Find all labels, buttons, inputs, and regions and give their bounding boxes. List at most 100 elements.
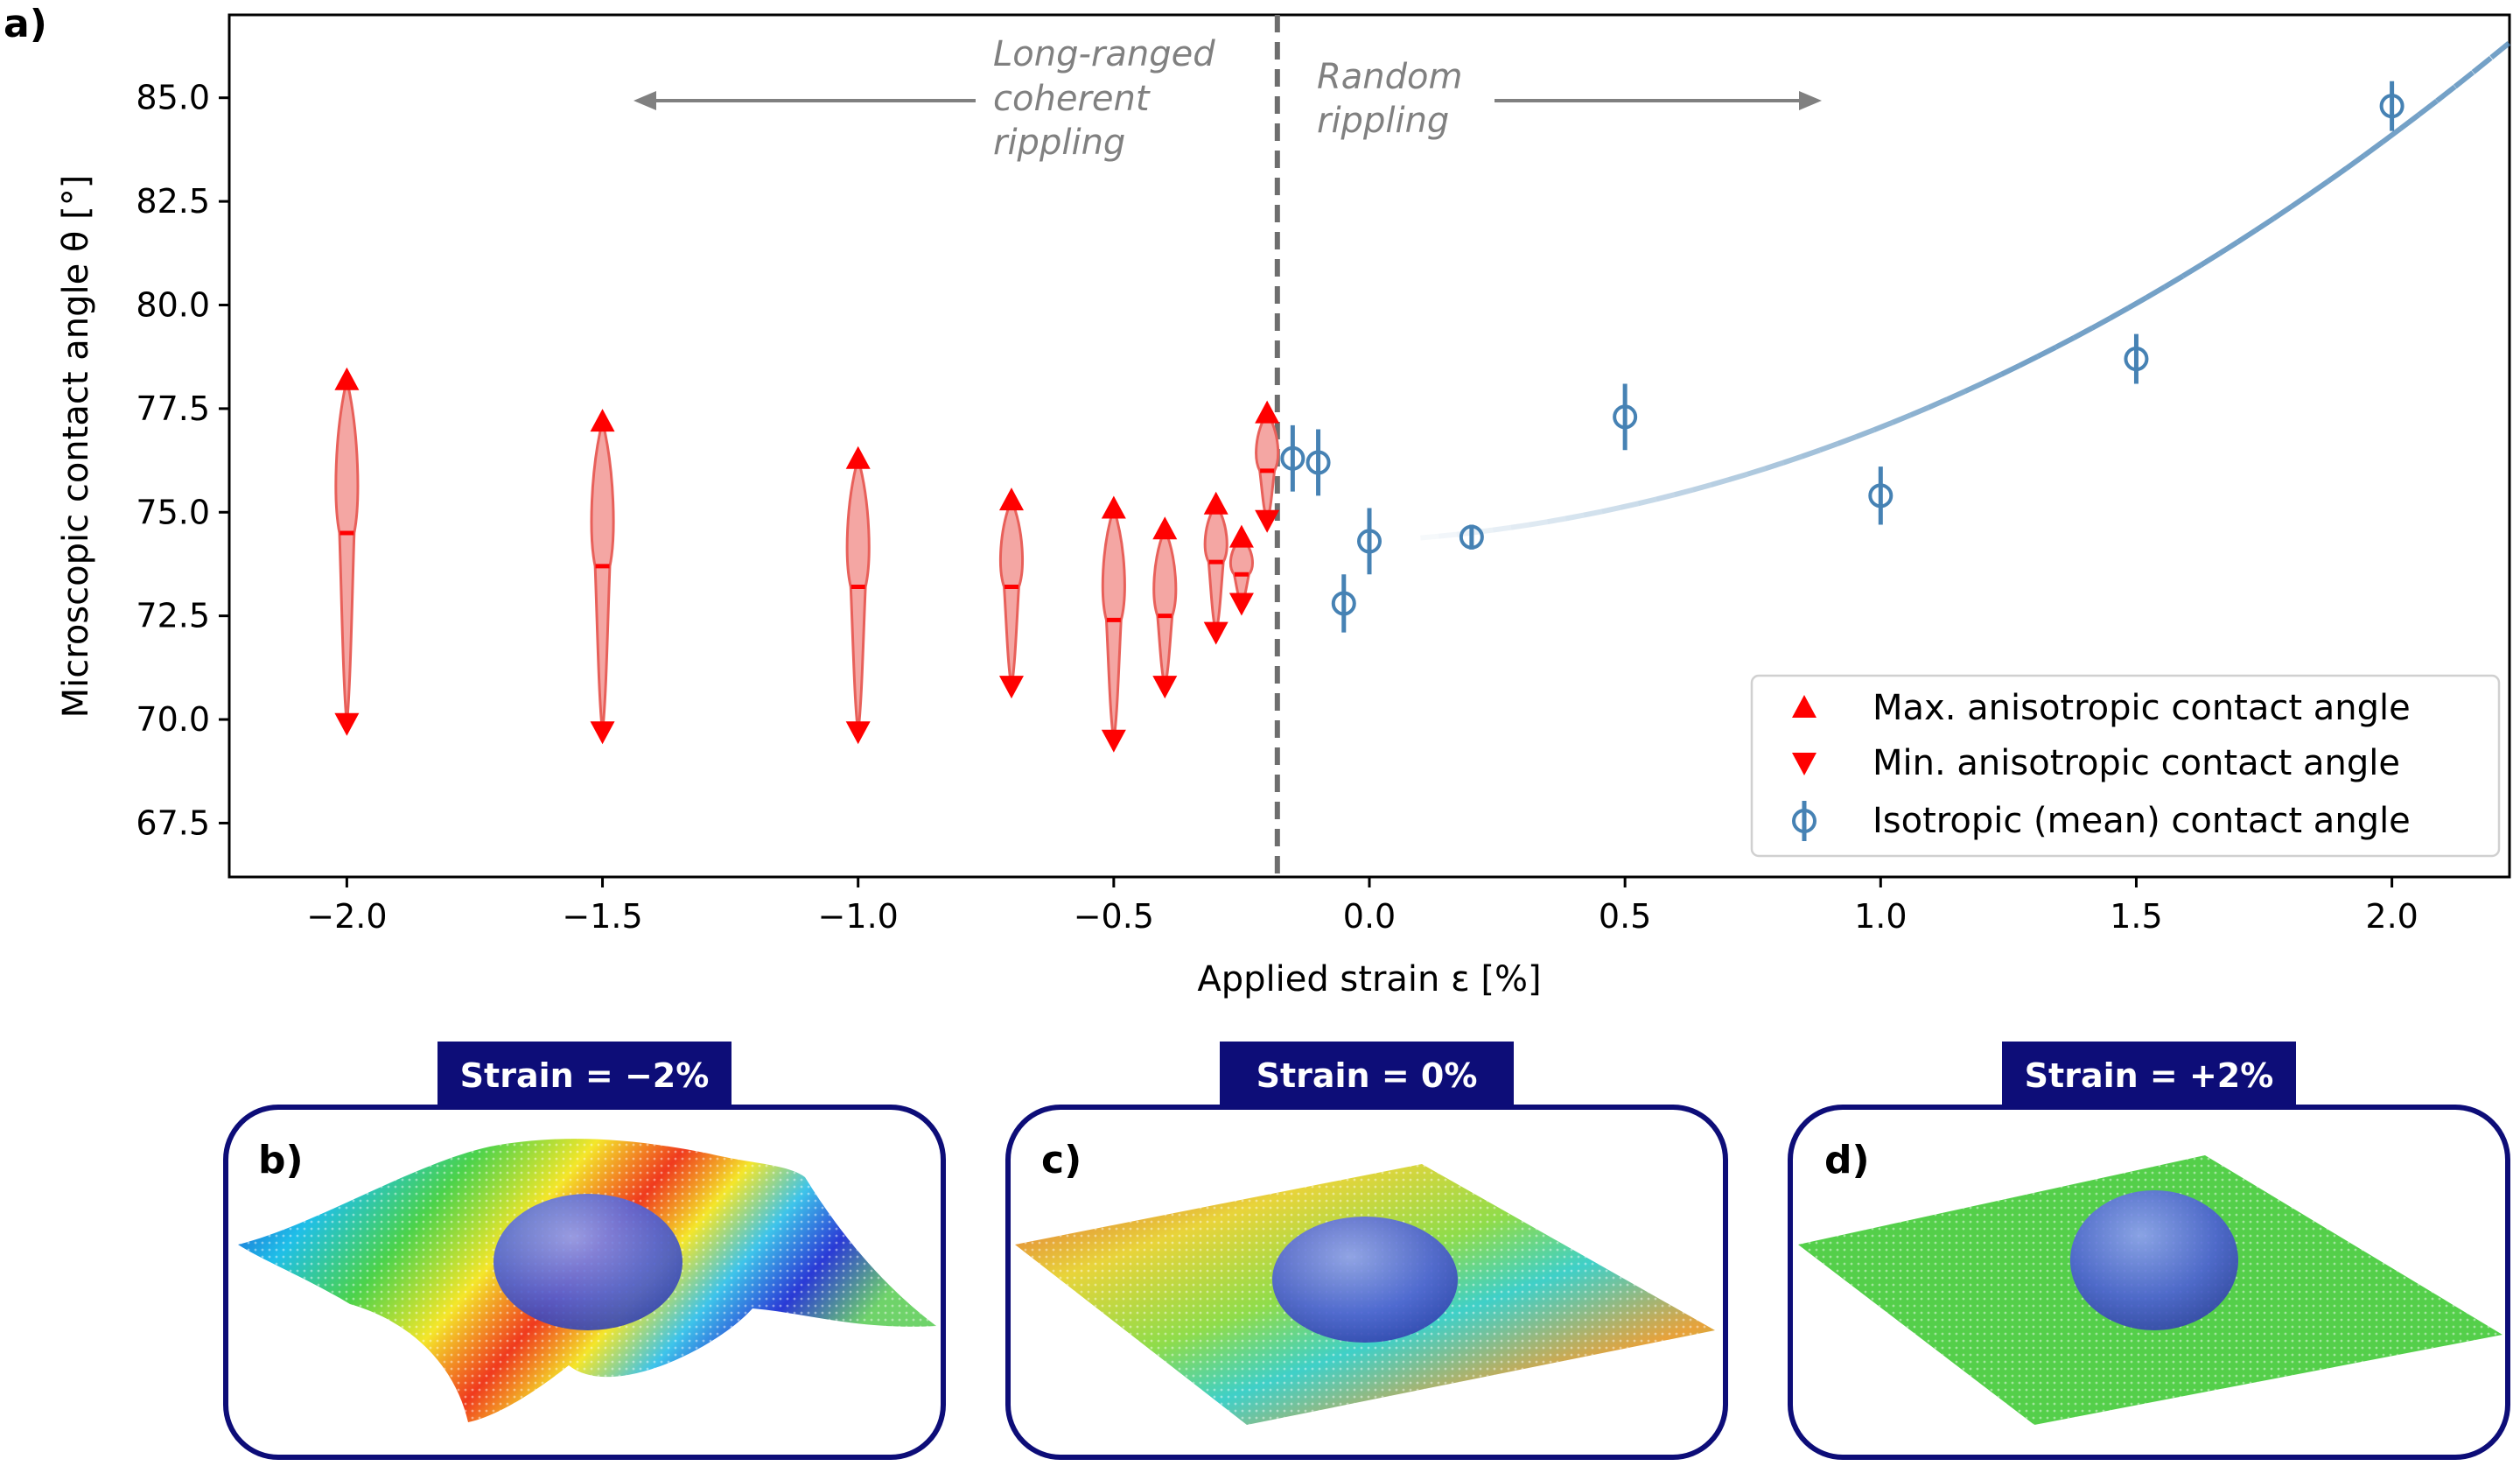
legend-min-label: Min. anisotropic contact angle [1872, 743, 2400, 783]
inset-c-sheet-image [1015, 1164, 1715, 1425]
annotation-left-line-3: rippling [993, 123, 1125, 163]
fit-line-segment [1801, 447, 1821, 459]
fit-line-segment [2417, 98, 2439, 117]
x-axis-ticks: −2.0 −1.5 −1.0 −0.5 0.0 0.5 1.0 1.5 2.0 [306, 877, 2418, 936]
fit-line-segment [2199, 251, 2221, 268]
inset-d: Strain = +2% d) [1788, 1042, 2510, 1460]
inset-b-label-box [438, 1042, 732, 1108]
fit-line-segment [1855, 427, 1876, 439]
fit-line-segment [2362, 139, 2384, 158]
fit-line-segment [1891, 412, 1912, 425]
fit-line-segment [1691, 482, 1712, 493]
max-triangle-marker [1152, 516, 1178, 540]
inset-c-strain-label: Strain = 0% [1256, 1056, 1478, 1095]
inset-b-letter: b) [258, 1138, 304, 1182]
fit-line-segment [1764, 459, 1785, 472]
y-tick-label: 67.5 [136, 803, 210, 842]
y-axis-ticks: 67.5 70.0 72.5 75.0 77.5 80.0 82.5 85.0 [136, 79, 229, 842]
fit-line-segment [1656, 492, 1676, 502]
x-tick-label: 1.0 [1854, 897, 1907, 936]
max-triangle-marker [1228, 524, 1254, 548]
fit-line-segment [2236, 228, 2258, 245]
fit-line-segment [2471, 55, 2494, 74]
x-tick-label: 0.0 [1343, 897, 1396, 936]
inset-b-sheet-image [238, 1139, 936, 1422]
fit-line-segment [2272, 204, 2293, 221]
inset-c: Strain = 0% c) [1005, 1042, 1728, 1460]
fit-line-segment [1474, 527, 1494, 536]
y-tick-label: 80.0 [136, 285, 210, 324]
fit-line-segment [1510, 522, 1530, 530]
fit-line-segment [1619, 501, 1640, 510]
y-axis-label: Microscopic contact angle θ [°] [56, 175, 96, 719]
y-tick-label: 72.5 [136, 597, 210, 635]
fit-line-segment [1818, 441, 1839, 453]
fit-line-segment [1872, 420, 1894, 432]
fit-line-segment [1928, 396, 1949, 410]
fit-line-segment [2308, 179, 2330, 197]
x-tick-label: 1.5 [2110, 897, 2162, 936]
min-triangle-marker [1101, 729, 1126, 753]
inset-b-strain-label: Strain = −2% [460, 1056, 710, 1095]
min-triangle-marker [590, 721, 615, 745]
quadratic-fit-line [1420, 40, 2511, 541]
annotation-left-line-2: coherent [993, 79, 1151, 119]
legend-iso-label: Isotropic (mean) contact angle [1872, 801, 2411, 841]
violin-body [845, 452, 871, 733]
min-triangle-marker [845, 721, 871, 745]
violin-body [590, 420, 615, 733]
iso-point [1613, 404, 1638, 430]
x-tick-label: 0.5 [1599, 897, 1651, 936]
legend: Max. anisotropic contact angle Min. anis… [1750, 674, 2501, 858]
fit-line-segment [2090, 315, 2112, 331]
fit-line-segment [2398, 112, 2421, 131]
iso-point [1459, 524, 1484, 550]
annotation-left-arrowhead [634, 91, 656, 110]
max-triangle-marker [845, 445, 871, 469]
max-triangle-marker [1203, 491, 1228, 515]
iso-point [1306, 450, 1331, 475]
fit-line-segment [2181, 263, 2202, 279]
inset-c-letter: c) [1041, 1138, 1082, 1182]
max-triangle-marker [334, 367, 360, 390]
fit-line-segment [1547, 516, 1566, 525]
panel-letter-a: a) [4, 2, 47, 46]
y-tick-label: 70.0 [136, 700, 210, 739]
y-tick-label: 82.5 [136, 182, 210, 221]
fit-line-segment [2344, 153, 2366, 171]
fit-line-segment [1438, 531, 1458, 539]
inset-d-label-box [2002, 1042, 2296, 1108]
inset-c-label-box [1220, 1042, 1514, 1108]
legend-max-label: Max. anisotropic contact angle [1872, 688, 2411, 728]
isotropic-points [1280, 81, 2404, 633]
violin-body [1203, 501, 1228, 638]
x-tick-label: 2.0 [2365, 897, 2418, 936]
x-tick-label: −1.0 [818, 897, 899, 936]
annotation-right-arrowhead [1799, 91, 1822, 110]
annotation-left-line-1: Long-ranged [993, 34, 1215, 74]
fit-line-segment [2072, 326, 2094, 340]
annotation-right-line-2: rippling [1317, 101, 1449, 141]
x-axis-label: Applied strain ε [%] [1197, 959, 1541, 1000]
annotation-right: Random rippling [1317, 57, 1822, 141]
fit-line-segment [1583, 509, 1603, 518]
fit-line-segment [2018, 354, 2040, 368]
fit-line-segment [2109, 305, 2130, 321]
violin-body [334, 379, 360, 724]
fit-line-segment [1909, 404, 1930, 418]
inset-d-sheet-image [1798, 1155, 2502, 1425]
contact-angle-plot: −2.0 −1.5 −1.0 −0.5 0.0 0.5 1.0 1.5 2.0 67.5 70.0… [56, 13, 2511, 1000]
inset-b: Strain = −2% b) [223, 1042, 946, 1460]
fit-line-segment [2145, 284, 2166, 300]
max-triangle-marker [998, 487, 1024, 511]
fit-line-segment [1710, 477, 1730, 487]
fit-line-segment [1564, 512, 1585, 522]
fit-line-segment [2054, 335, 2076, 350]
fit-line-segment [2489, 40, 2511, 60]
min-triangle-marker [1152, 676, 1178, 699]
fit-line-segment [2326, 166, 2348, 184]
fit-line-segment [2163, 273, 2185, 290]
x-tick-label: −1.5 [562, 897, 642, 936]
fit-line-segment [1420, 533, 1439, 541]
iso-point [2379, 94, 2404, 119]
